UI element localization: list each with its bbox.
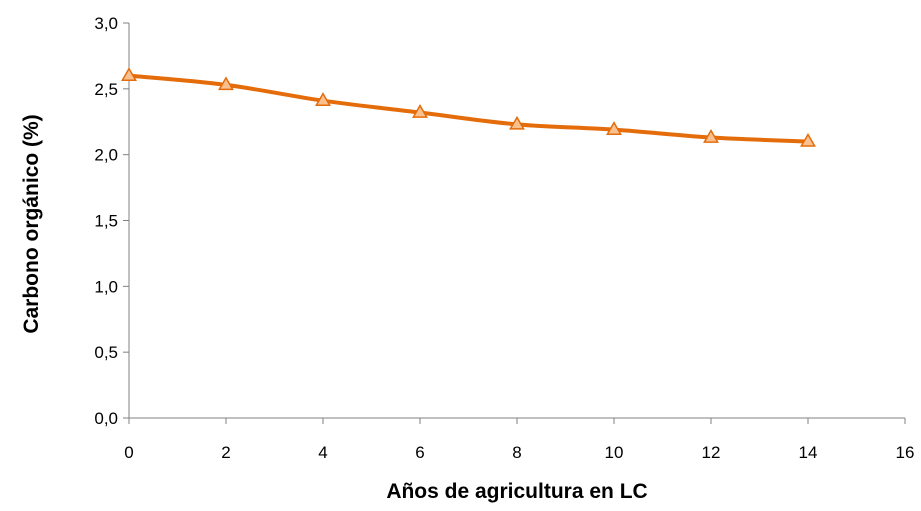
data-point-marker <box>800 132 816 147</box>
data-point-marker <box>606 121 622 135</box>
x-tick-label: 8 <box>512 443 521 462</box>
x-tick-label: 10 <box>605 443 624 462</box>
y-tick-label: 0,0 <box>94 409 118 428</box>
y-axis-ticks: 0,0 0,5 1,0 1,5 2,0 2,5 3,0 <box>94 14 129 428</box>
x-axis-ticks: 0 2 4 6 8 10 12 14 16 <box>124 418 914 462</box>
data-point-marker <box>509 115 525 130</box>
data-point-marker <box>412 104 428 118</box>
x-tick-label: 12 <box>702 443 721 462</box>
y-tick-label: 2,5 <box>94 80 118 99</box>
data-point-marker <box>218 76 234 91</box>
y-axis-title: Carbono orgánico (%) <box>20 114 43 333</box>
x-axis-title: Años de agricultura en LC <box>386 480 647 503</box>
x-tick-label: 0 <box>124 443 133 462</box>
x-tick-label: 2 <box>221 443 230 462</box>
y-tick-label: 0,5 <box>94 343 118 362</box>
y-tick-label: 3,0 <box>94 14 118 33</box>
x-tick-label: 6 <box>415 443 424 462</box>
data-point-marker <box>121 67 137 81</box>
x-tick-label: 4 <box>318 443 327 462</box>
series-layer <box>121 67 816 147</box>
y-tick-label: 1,0 <box>94 277 118 296</box>
x-tick-label: 16 <box>896 443 915 462</box>
data-point-marker <box>703 129 719 143</box>
y-tick-label: 1,5 <box>94 212 118 231</box>
series-line <box>127 73 810 144</box>
y-tick-label: 2,0 <box>94 146 118 165</box>
data-point-marker <box>315 92 331 106</box>
x-tick-label: 14 <box>799 443 818 462</box>
